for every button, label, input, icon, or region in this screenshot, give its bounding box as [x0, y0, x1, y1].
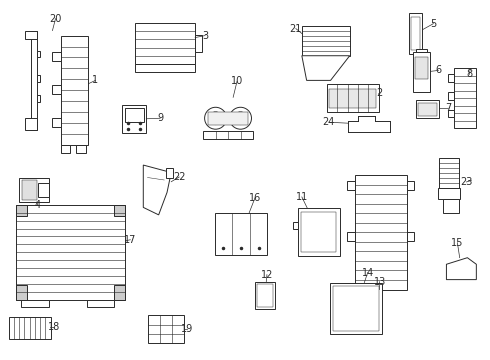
Text: 9: 9 — [157, 113, 163, 123]
Bar — [114, 205, 125, 216]
Bar — [418, 103, 437, 116]
Bar — [135, 64, 195, 72]
Text: 21: 21 — [290, 24, 302, 33]
Text: 16: 16 — [249, 193, 261, 203]
Bar — [329, 89, 376, 108]
Bar — [52, 118, 61, 126]
Circle shape — [209, 112, 222, 125]
Bar — [347, 181, 355, 190]
Text: 5: 5 — [430, 19, 437, 28]
Bar — [438, 188, 460, 199]
Bar — [37, 95, 41, 102]
Bar — [327, 84, 379, 112]
Text: 10: 10 — [231, 76, 243, 86]
Text: 18: 18 — [49, 323, 61, 332]
Text: 24: 24 — [322, 117, 335, 127]
Bar — [61, 36, 89, 145]
Text: 17: 17 — [124, 235, 137, 245]
Bar — [37, 75, 41, 82]
Polygon shape — [143, 165, 171, 215]
Bar — [203, 131, 253, 139]
Text: 6: 6 — [436, 66, 441, 76]
Bar — [416, 49, 427, 53]
Text: 23: 23 — [460, 177, 472, 187]
Text: 12: 12 — [261, 270, 273, 280]
Bar — [30, 31, 37, 130]
Bar — [16, 285, 26, 300]
Bar — [347, 232, 355, 242]
Text: 3: 3 — [202, 31, 208, 41]
Bar — [52, 85, 61, 94]
Bar — [125, 108, 144, 122]
Bar — [355, 175, 407, 289]
Bar — [16, 205, 125, 300]
Bar — [114, 285, 125, 300]
Text: 2: 2 — [376, 88, 383, 98]
Bar — [208, 112, 248, 125]
Bar — [9, 318, 50, 339]
Bar — [166, 167, 172, 177]
Text: 13: 13 — [373, 276, 386, 287]
Bar — [37, 50, 41, 58]
Text: 11: 11 — [295, 192, 308, 202]
Bar — [25, 118, 37, 130]
Bar — [135, 23, 195, 64]
Bar — [148, 315, 184, 343]
Bar — [416, 100, 440, 118]
Bar — [52, 52, 61, 61]
Bar — [87, 300, 114, 307]
Bar — [333, 286, 378, 331]
Bar — [411, 17, 420, 50]
Bar — [293, 222, 298, 229]
Text: 8: 8 — [466, 69, 472, 80]
Bar — [255, 282, 275, 310]
Bar — [215, 213, 267, 255]
Circle shape — [205, 107, 226, 129]
Polygon shape — [302, 56, 350, 80]
Text: 20: 20 — [49, 14, 62, 24]
Text: 14: 14 — [362, 267, 374, 278]
Bar — [195, 35, 202, 52]
Bar — [413, 53, 431, 92]
Bar — [298, 208, 340, 256]
Bar — [21, 300, 49, 307]
Bar — [415, 57, 428, 79]
Bar — [301, 212, 336, 252]
Text: 19: 19 — [181, 324, 193, 334]
Bar — [38, 183, 49, 197]
Bar — [22, 180, 37, 199]
Bar — [302, 26, 350, 56]
Bar — [61, 145, 70, 153]
Text: 15: 15 — [451, 238, 464, 248]
Circle shape — [229, 107, 251, 129]
Bar — [257, 284, 273, 307]
Bar — [330, 283, 382, 334]
Text: 1: 1 — [92, 75, 98, 85]
Text: 7: 7 — [445, 103, 452, 113]
Bar — [122, 105, 147, 133]
Bar — [19, 178, 49, 202]
Circle shape — [234, 112, 247, 125]
Bar — [25, 31, 37, 39]
Bar — [448, 75, 454, 82]
Bar — [442, 199, 459, 213]
Bar — [16, 205, 26, 216]
Bar — [448, 92, 454, 99]
Bar — [407, 181, 415, 190]
Bar — [76, 145, 86, 153]
Bar — [407, 232, 415, 242]
Bar — [448, 110, 454, 117]
Text: 22: 22 — [173, 172, 185, 182]
Bar — [409, 13, 422, 54]
Text: 4: 4 — [34, 200, 41, 210]
Polygon shape — [446, 258, 476, 280]
Bar — [454, 68, 476, 128]
Bar — [440, 158, 459, 188]
